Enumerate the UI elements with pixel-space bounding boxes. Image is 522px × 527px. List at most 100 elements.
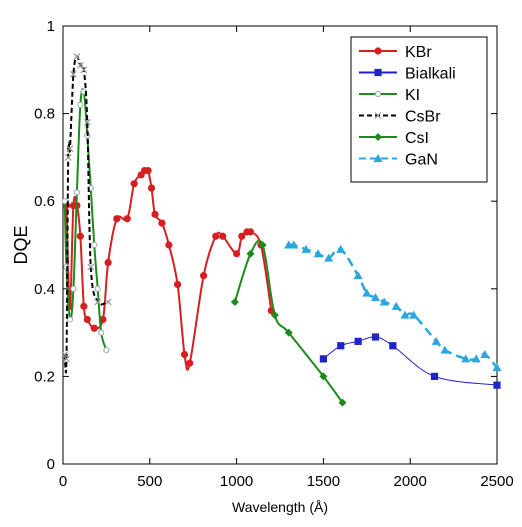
x-tick-label: 0 bbox=[59, 473, 67, 490]
data-point-kbr bbox=[90, 324, 98, 332]
data-point-csbr bbox=[87, 263, 95, 271]
data-point-csi bbox=[284, 328, 293, 337]
data-point-bialkali bbox=[493, 381, 501, 389]
data-point-csbr bbox=[73, 53, 81, 61]
data-point-gan bbox=[492, 363, 502, 372]
data-point-csi bbox=[270, 311, 279, 320]
legend-marker-bialkali bbox=[374, 68, 382, 77]
data-series bbox=[61, 53, 502, 407]
legend-label-kbr: KBr bbox=[405, 44, 432, 61]
data-point-kbr bbox=[76, 232, 84, 240]
legend-label-ki: KI bbox=[405, 87, 420, 104]
data-point-kbr bbox=[238, 232, 246, 240]
series-csi bbox=[230, 239, 347, 407]
data-point-csbr bbox=[66, 145, 74, 153]
legend-label-gan: GaN bbox=[405, 152, 438, 169]
series-kbr bbox=[62, 166, 275, 371]
y-tick-label: 0.4 bbox=[34, 281, 55, 298]
data-point-kbr bbox=[180, 350, 189, 359]
data-point-csbr bbox=[83, 118, 91, 126]
data-point-bialkali bbox=[337, 342, 345, 350]
data-point-csi bbox=[319, 372, 328, 381]
data-point-ki bbox=[94, 285, 101, 292]
x-tick-label: 500 bbox=[137, 473, 162, 490]
y-tick-label: 0.2 bbox=[34, 368, 55, 385]
legend-marker-kbr bbox=[374, 47, 382, 55]
data-point-kbr bbox=[151, 210, 159, 218]
x-tick-label: 1500 bbox=[307, 473, 340, 490]
axis-ticks: 0 500 1000 1500 2000 2500 0 0.2 0.4 0.6 0.8 1 bbox=[34, 18, 514, 490]
series-line-kbr bbox=[65, 168, 273, 371]
y-tick-label: 0.8 bbox=[34, 106, 55, 123]
data-point-kbr bbox=[80, 302, 88, 310]
data-point-bialkali bbox=[389, 342, 397, 350]
data-point-csbr bbox=[80, 66, 88, 74]
data-point-gan bbox=[289, 240, 299, 249]
data-point-ki bbox=[91, 241, 98, 249]
data-point-kbr bbox=[165, 241, 173, 249]
series-line-csi bbox=[233, 239, 344, 404]
data-point-kbr bbox=[186, 359, 194, 367]
y-axis-label: DQE bbox=[11, 225, 31, 264]
data-point-bialkali bbox=[319, 355, 327, 363]
data-point-kbr bbox=[144, 166, 152, 175]
data-point-bialkali bbox=[371, 333, 380, 341]
data-point-kbr bbox=[173, 280, 182, 289]
series-line-bialkali bbox=[323, 336, 498, 386]
x-axis-label: Wavelength (Å) bbox=[232, 499, 328, 515]
legend-marker-gan bbox=[373, 154, 383, 162]
series-csbr bbox=[61, 53, 112, 374]
data-point-bialkali bbox=[430, 372, 439, 380]
data-point-kbr bbox=[200, 272, 208, 280]
data-point-ki bbox=[103, 347, 110, 354]
data-point-gan bbox=[480, 350, 490, 358]
data-point-csi bbox=[246, 249, 255, 258]
data-point-gan bbox=[461, 354, 471, 363]
data-point-csi bbox=[258, 241, 267, 249]
data-point-ki bbox=[70, 285, 77, 292]
data-point-gan bbox=[409, 310, 419, 319]
data-point-gan bbox=[324, 253, 334, 262]
data-point-csbr bbox=[94, 298, 102, 306]
data-point-csbr bbox=[64, 153, 72, 161]
data-point-kbr bbox=[99, 315, 107, 324]
data-point-ki bbox=[66, 316, 74, 323]
legend-marker-csi bbox=[374, 133, 382, 141]
data-point-gan bbox=[379, 297, 389, 306]
data-point-gan bbox=[391, 301, 401, 310]
data-point-ki bbox=[98, 329, 105, 336]
data-point-kbr bbox=[113, 215, 121, 223]
data-point-gan bbox=[431, 336, 441, 345]
data-point-csbr bbox=[69, 70, 77, 78]
data-point-bialkali bbox=[354, 337, 362, 345]
data-point-gan bbox=[336, 244, 346, 253]
data-point-csi bbox=[338, 398, 347, 407]
y-tick-label: 0 bbox=[47, 456, 55, 473]
data-point-kbr bbox=[123, 215, 131, 223]
data-point-kbr bbox=[83, 315, 91, 324]
x-tick-label: 1000 bbox=[220, 473, 253, 490]
legend: KBr Bialkali KI CsBr CsI GaN bbox=[350, 36, 488, 183]
data-point-ki bbox=[77, 101, 84, 108]
x-tick-label: 2000 bbox=[394, 473, 427, 490]
data-point-kbr bbox=[130, 180, 138, 188]
data-point-kbr bbox=[147, 184, 156, 192]
y-tick-label: 1 bbox=[47, 18, 55, 35]
data-point-kbr bbox=[246, 228, 255, 236]
data-point-kbr bbox=[104, 258, 112, 267]
data-point-kbr bbox=[158, 219, 166, 227]
data-point-ki bbox=[61, 198, 68, 205]
data-point-gan bbox=[471, 354, 481, 363]
y-tick-label: 0.6 bbox=[34, 193, 55, 210]
data-point-gan bbox=[440, 345, 450, 354]
data-point-csi bbox=[230, 297, 239, 306]
legend-marker-csbr bbox=[374, 112, 382, 119]
legend-marker-ki bbox=[374, 90, 382, 98]
legend-label-csbr: CsBr bbox=[405, 109, 441, 126]
legend-label-bialkali: Bialkali bbox=[405, 66, 456, 83]
series-bialkali bbox=[319, 333, 501, 389]
data-point-kbr bbox=[219, 232, 227, 240]
data-point-csbr bbox=[76, 61, 84, 69]
series-gan bbox=[284, 240, 502, 372]
data-point-ki bbox=[73, 189, 80, 196]
